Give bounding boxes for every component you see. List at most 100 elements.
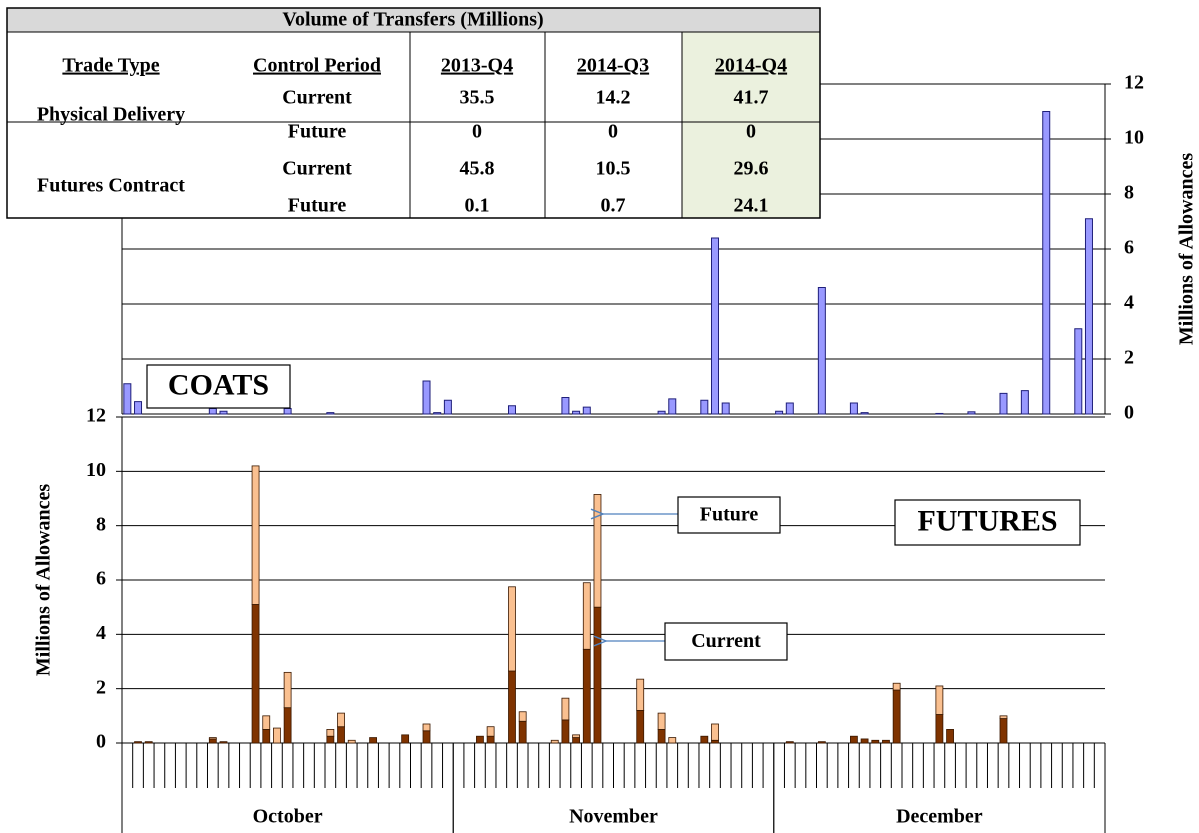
table-cell: 45.8 — [460, 158, 495, 180]
bar-segment — [700, 735, 709, 744]
bar-segment — [251, 465, 260, 605]
column-header: 2014-Q4 — [715, 55, 787, 77]
bar-segment — [251, 604, 260, 744]
bar — [507, 405, 516, 415]
bar-segment — [817, 741, 826, 744]
table-cell: 0.7 — [601, 195, 626, 217]
bar — [1084, 218, 1093, 415]
y2-tick-label: 6 — [1124, 237, 1134, 259]
table-cell: 24.1 — [734, 195, 769, 217]
bar-segment — [337, 712, 345, 728]
bar — [572, 410, 581, 415]
bar-segment — [134, 741, 142, 744]
bar-segment — [262, 729, 271, 744]
bar — [582, 406, 591, 415]
bar-segment — [711, 723, 719, 741]
bar-segment — [326, 729, 335, 737]
bar — [561, 397, 570, 415]
bar-segment — [550, 739, 559, 744]
bar — [443, 399, 452, 415]
bar-segment — [593, 494, 602, 608]
table-cell: 0.1 — [465, 195, 490, 217]
y2-tick-label: 12 — [1124, 72, 1144, 94]
bar — [817, 287, 826, 415]
bar — [849, 402, 858, 415]
table-border — [6, 7, 821, 219]
y-tick-label: 0 — [96, 731, 106, 753]
bar — [134, 401, 143, 415]
bar — [711, 237, 720, 415]
bar-segment — [785, 741, 794, 744]
bar-segment — [219, 741, 228, 744]
bar — [326, 412, 335, 415]
y2-axis-label: Millions of Allowances — [1176, 153, 1198, 345]
bar-segment — [561, 719, 570, 744]
bar — [1074, 328, 1083, 415]
bar-segment — [668, 737, 677, 744]
table-cell: 0 — [472, 121, 482, 143]
bar-segment — [999, 715, 1008, 719]
bar — [1020, 390, 1029, 415]
bar-segment — [860, 738, 869, 744]
bar — [657, 410, 666, 415]
bar-segment — [892, 689, 901, 744]
futures-label-box — [894, 499, 1081, 546]
month-label: December — [896, 806, 983, 828]
y-tick-label: 2 — [96, 676, 106, 698]
bar-segment — [561, 697, 570, 721]
month-label: October — [253, 806, 323, 828]
bar-segment — [486, 735, 495, 744]
bar-segment — [572, 737, 581, 744]
bar-segment — [935, 714, 944, 744]
bar-segment — [711, 739, 719, 744]
future-label: Future — [700, 504, 759, 526]
control-period: Current — [282, 158, 352, 180]
bar — [219, 410, 228, 415]
bar-segment — [850, 735, 858, 744]
current-label-box — [664, 622, 788, 661]
bar-segment — [518, 720, 527, 744]
bar — [283, 408, 292, 415]
bar — [123, 383, 132, 415]
column-header: Control Period — [253, 55, 381, 77]
bar — [721, 402, 730, 415]
y2-tick-label: 10 — [1124, 127, 1144, 149]
y2-tick-label: 2 — [1124, 347, 1134, 369]
bar — [668, 398, 677, 415]
current-label: Current — [691, 630, 761, 652]
column-header: 2014-Q3 — [577, 55, 649, 77]
table-title: Volume of Transfers (Millions) — [282, 9, 543, 31]
table-cell: 41.7 — [734, 87, 769, 109]
bar-segment — [892, 682, 901, 691]
bar-segment — [946, 729, 954, 744]
column-header: 2013-Q4 — [441, 55, 513, 77]
table-cell: 10.5 — [596, 158, 631, 180]
y-tick-label: 8 — [96, 513, 106, 535]
highlight-column — [682, 32, 820, 218]
y-tick-label: 12 — [86, 405, 106, 427]
y-tick-label: 4 — [96, 622, 106, 644]
bar-segment — [347, 739, 356, 744]
control-period: Future — [288, 121, 347, 143]
bar-segment — [369, 737, 377, 744]
table-cell: 35.5 — [460, 87, 495, 109]
y2-tick-label: 4 — [1124, 292, 1134, 314]
bar-segment — [636, 710, 645, 744]
y-tick-label: 6 — [96, 568, 106, 590]
bar-segment — [422, 723, 431, 732]
bar-segment — [582, 648, 591, 744]
month-label: November — [569, 806, 658, 828]
bar-segment — [262, 715, 271, 730]
y2-tick-label: 0 — [1124, 402, 1134, 424]
bar-segment — [657, 712, 666, 730]
bar-segment — [208, 738, 217, 744]
bar — [1042, 111, 1051, 415]
bar — [935, 412, 944, 415]
bar-segment — [572, 734, 581, 738]
bar-segment — [508, 670, 516, 744]
bar — [700, 399, 709, 415]
bar — [860, 412, 869, 415]
bar-segment — [935, 685, 944, 715]
bar-segment — [326, 735, 335, 744]
